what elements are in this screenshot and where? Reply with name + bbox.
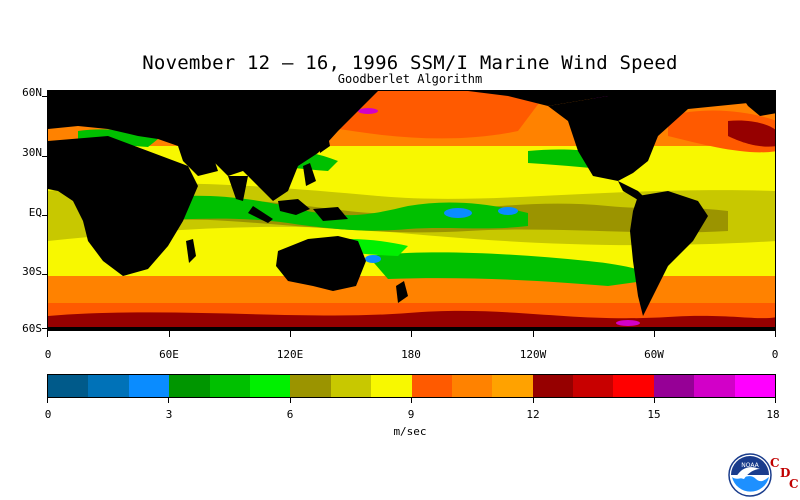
wind-speed-map-svg — [48, 91, 775, 330]
colorbar-cell-4 — [209, 375, 250, 397]
colorbar-label-18: 18 — [766, 408, 780, 421]
lat-tick — [42, 328, 47, 329]
map-title: November 12 – 16, 1996 SSM/I Marine Wind… — [142, 52, 678, 74]
calm-zone-south-pacific — [368, 252, 658, 286]
lat-label-30s: 30S — [22, 265, 42, 278]
colorbar-cell-10 — [451, 375, 493, 397]
colorbar-cell-13 — [573, 375, 614, 397]
land-south-america — [630, 191, 708, 316]
lat-label-60s: 60S — [22, 322, 42, 335]
land-sumatra — [248, 206, 273, 223]
land-africa — [48, 136, 198, 276]
lat-label-30n: 30N — [22, 146, 42, 159]
lon-label-180: 180 — [401, 348, 421, 361]
colorbar-tick — [290, 398, 291, 403]
land-antarctica — [48, 327, 775, 330]
colorbar-tick — [654, 398, 655, 403]
land-borneo — [278, 199, 310, 215]
colorbar-cell-2 — [128, 375, 170, 397]
colorbar-cell-12 — [532, 375, 574, 397]
wind-speed-map — [47, 90, 776, 331]
land-philippines — [303, 163, 316, 186]
colorbar-cell-0 — [48, 375, 89, 397]
lon-label-0: 0 — [44, 348, 52, 361]
wind-speed-colorbar — [47, 374, 776, 398]
cdc-letter-3: C — [789, 477, 799, 491]
colorbar-cell-7 — [330, 375, 372, 397]
colorbar-cell-15 — [653, 375, 695, 397]
lon-tick — [654, 331, 655, 337]
lat-label-60n: 60N — [22, 86, 42, 99]
map-subtitle: Goodberlet Algorithm — [337, 72, 483, 86]
land-india — [228, 176, 248, 201]
colorbar-tick — [533, 398, 534, 403]
colorbar-label-6: 6 — [286, 408, 294, 421]
colorbar-label-12: 12 — [526, 408, 540, 421]
colorbar-units: m/sec — [393, 425, 427, 438]
lon-tick — [169, 331, 170, 337]
colorbar-cell-1 — [88, 375, 129, 397]
very-calm-patch-3 — [365, 255, 381, 263]
lat-tick — [42, 96, 47, 97]
lon-label-0-end: 0 — [771, 348, 779, 361]
lon-tick — [47, 331, 48, 337]
land-eurasia — [48, 91, 775, 201]
land-japan — [316, 126, 330, 153]
colorbar-label-3: 3 — [165, 408, 173, 421]
colorbar-label-0: 0 — [44, 408, 52, 421]
land-new-guinea — [313, 207, 348, 221]
lon-tick — [533, 331, 534, 337]
land-australia — [276, 236, 366, 291]
noaa-logo: NOAA — [728, 453, 772, 497]
lat-tick — [42, 156, 47, 157]
lon-label-120e: 120E — [276, 348, 304, 361]
very-calm-patch-2 — [498, 207, 518, 215]
land-madagascar — [186, 239, 196, 263]
calm-zone-equatorial — [138, 195, 528, 231]
southern-storm-band — [48, 310, 775, 330]
cdc-letter-2: D — [780, 466, 791, 480]
colorbar-tick — [168, 398, 169, 403]
extreme-patch-4 — [616, 320, 640, 326]
north-atlantic-storm — [728, 120, 775, 147]
cdc-letter-1: C — [770, 456, 780, 470]
lon-tick — [411, 331, 412, 337]
very-calm-patch-1 — [444, 208, 472, 218]
colorbar-cell-14 — [613, 375, 654, 397]
colorbar-cell-6 — [290, 375, 331, 397]
land-north-america — [548, 96, 775, 181]
colorbar-cell-3 — [169, 375, 210, 397]
lon-label-60w: 60W — [644, 348, 664, 361]
land-arabia — [178, 146, 218, 176]
colorbar-cell-17 — [734, 375, 776, 397]
lon-label-60e: 60E — [159, 348, 179, 361]
colorbar-tick — [47, 398, 48, 403]
lon-tick — [290, 331, 291, 337]
colorbar-cell-11 — [492, 375, 533, 397]
land-greenland — [738, 91, 775, 116]
extreme-patch-2 — [358, 108, 378, 114]
colorbar-cell-9 — [411, 375, 452, 397]
colorbar-cell-16 — [694, 375, 735, 397]
colorbar-cell-5 — [249, 375, 291, 397]
colorbar-label-9: 9 — [407, 408, 415, 421]
colorbar-tick — [775, 398, 776, 403]
colorbar-cell-8 — [371, 375, 412, 397]
land-new-zealand — [396, 281, 408, 303]
lon-label-120w: 120W — [519, 348, 547, 361]
lat-tick — [42, 274, 47, 275]
lat-label-eq: EQ — [28, 206, 42, 219]
noaa-logo-text: NOAA — [741, 462, 759, 469]
lon-tick — [775, 331, 776, 337]
colorbar-tick — [411, 398, 412, 403]
colorbar-label-15: 15 — [647, 408, 661, 421]
lat-tick — [42, 215, 47, 216]
